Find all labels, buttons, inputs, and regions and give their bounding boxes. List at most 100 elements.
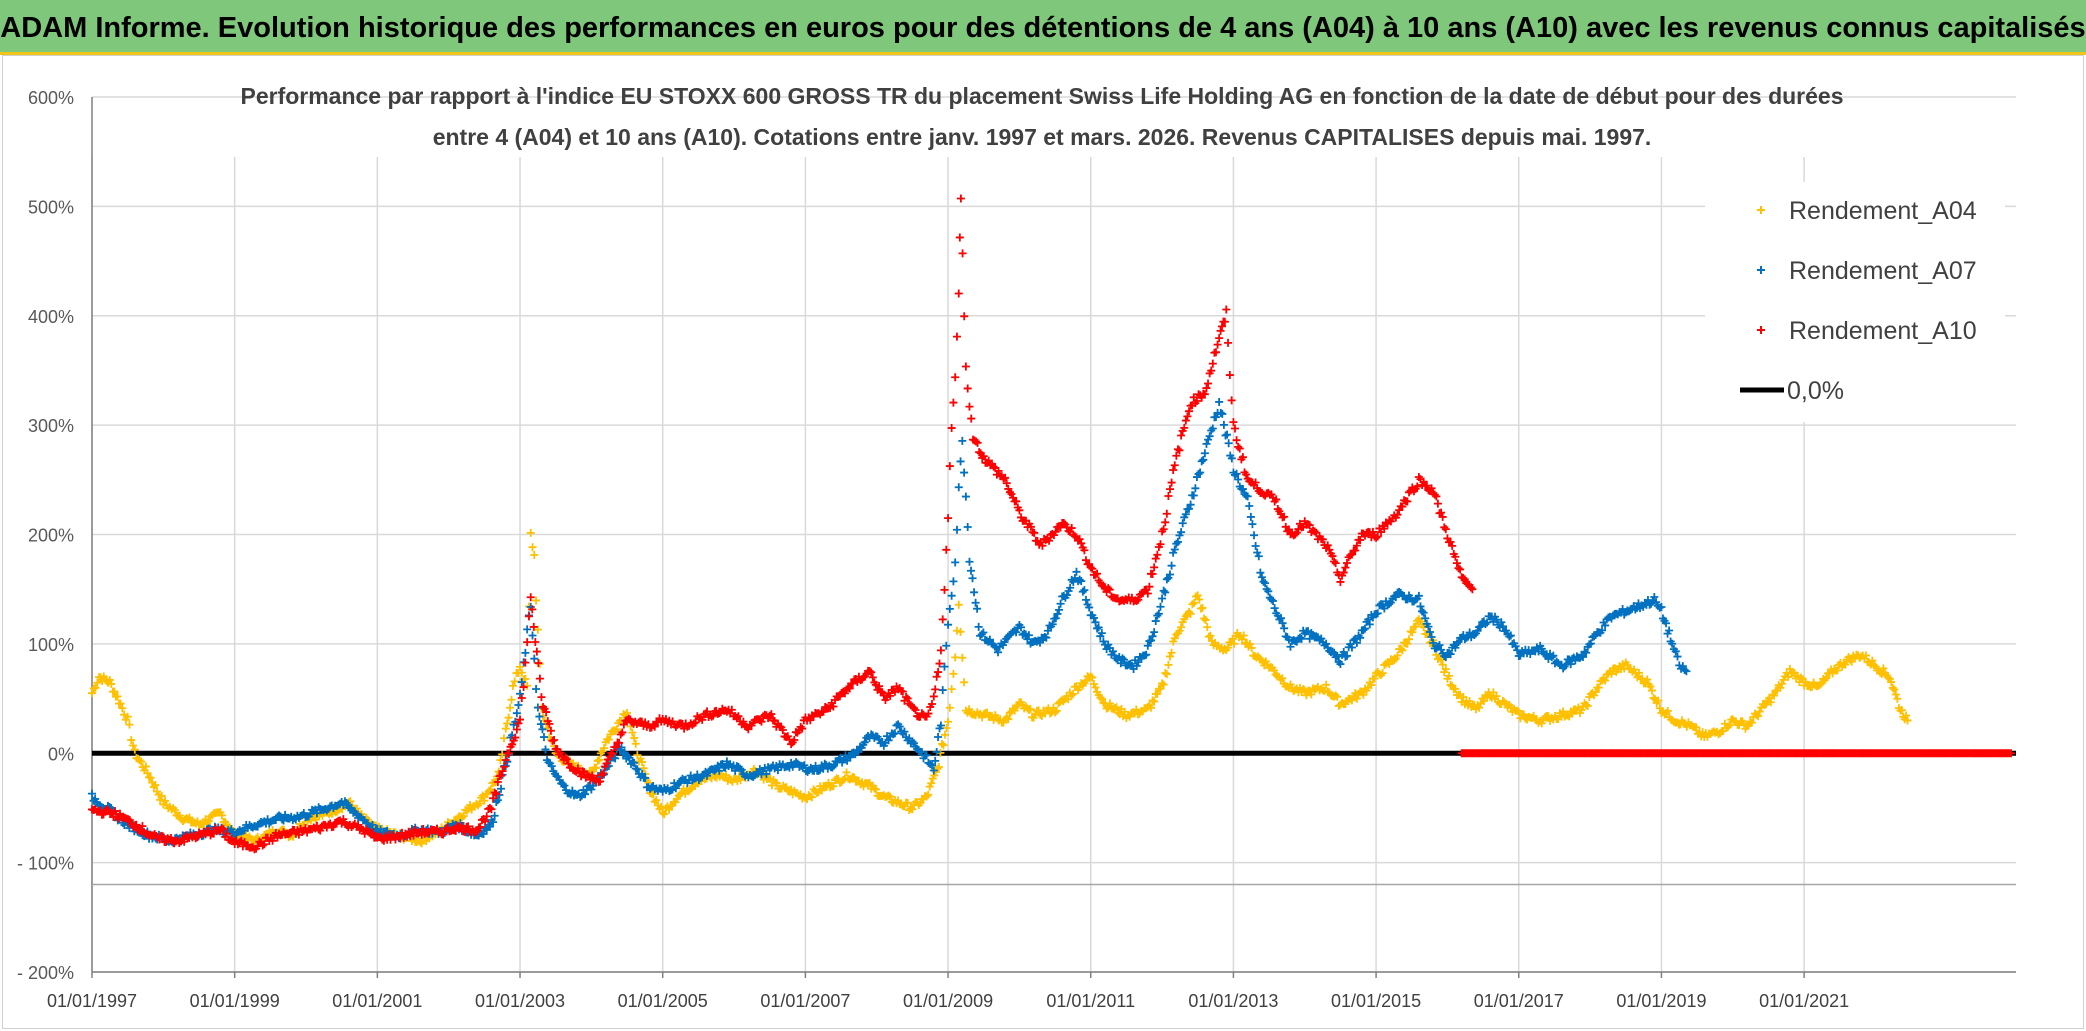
data-point — [922, 751, 931, 760]
data-point — [1261, 579, 1270, 588]
data-point — [1251, 542, 1260, 551]
data-point — [1173, 445, 1182, 454]
data-point — [936, 646, 945, 655]
data-point — [538, 725, 547, 734]
y-tick-label: 300% — [28, 416, 74, 436]
data-point — [1386, 598, 1395, 607]
report-banner-title: ADAM Informe. Evolution historique des p… — [0, 12, 2086, 44]
data-point — [1148, 696, 1157, 705]
data-point — [1276, 675, 1285, 684]
data-point — [631, 739, 640, 748]
data-point — [1177, 623, 1186, 632]
data-point — [124, 815, 133, 824]
data-point — [1001, 473, 1010, 482]
data-point — [593, 756, 602, 765]
data-point — [191, 834, 200, 843]
data-point — [903, 694, 912, 703]
data-point — [1762, 700, 1771, 709]
x-tick-label: 01/01/2001 — [332, 991, 422, 1011]
data-point — [1048, 620, 1057, 629]
data-point — [1161, 518, 1170, 527]
data-point — [1893, 694, 1902, 703]
data-point — [137, 757, 146, 766]
data-point — [91, 794, 100, 803]
data-point — [1891, 690, 1900, 699]
data-point — [541, 745, 550, 754]
data-point — [510, 677, 519, 686]
data-point — [1665, 626, 1674, 635]
data-point — [1549, 651, 1558, 660]
data-point — [814, 766, 823, 775]
data-point — [807, 793, 816, 802]
data-point — [1264, 587, 1273, 596]
data-point — [489, 794, 498, 803]
data-point — [886, 792, 895, 801]
data-point — [1333, 652, 1342, 661]
chart-title-line-1: Performance par rapport à l'indice EU ST… — [240, 83, 1843, 109]
legend: Rendement_A04 Rendement_A07 Rendement_A10 0… — [1705, 182, 2005, 422]
data-point — [91, 683, 100, 692]
data-point — [532, 647, 541, 656]
data-point — [529, 622, 538, 631]
data-point — [1356, 633, 1365, 642]
data-point — [1598, 626, 1606, 635]
data-point — [1016, 623, 1025, 632]
data-point — [1396, 644, 1405, 653]
data-point — [546, 726, 555, 735]
data-point — [1045, 536, 1054, 545]
data-point — [1167, 648, 1176, 657]
legend-background — [1705, 182, 2005, 422]
data-point — [493, 796, 502, 805]
data-point — [458, 813, 467, 822]
data-point — [1093, 569, 1102, 578]
data-point — [778, 726, 787, 735]
data-point — [416, 838, 425, 847]
data-point — [618, 728, 627, 737]
data-point — [1452, 639, 1461, 648]
data-point — [536, 720, 545, 729]
data-point — [940, 662, 949, 671]
data-point — [268, 836, 277, 845]
data-point — [1445, 671, 1454, 680]
data-point — [939, 741, 948, 750]
data-point — [960, 468, 969, 477]
data-point — [1418, 607, 1427, 616]
data-point — [1216, 326, 1225, 335]
data-point — [1085, 603, 1094, 612]
data-point — [1125, 712, 1134, 721]
data-point — [1634, 668, 1643, 677]
data-point — [1427, 633, 1436, 642]
data-point — [1191, 484, 1200, 493]
data-point — [1153, 689, 1162, 698]
data-point — [1216, 408, 1225, 417]
data-point — [260, 840, 269, 849]
data-point — [658, 808, 667, 817]
data-point — [530, 654, 539, 663]
data-point — [1291, 530, 1300, 539]
data-point — [934, 733, 943, 742]
data-point — [498, 750, 507, 759]
data-point — [1796, 673, 1805, 682]
data-point — [619, 749, 628, 758]
data-point — [1578, 652, 1587, 661]
data-point — [1093, 624, 1102, 633]
data-point — [1159, 525, 1168, 534]
data-point — [620, 748, 629, 757]
data-point — [934, 762, 943, 771]
data-point — [1156, 602, 1165, 611]
data-point — [956, 627, 965, 636]
data-point — [630, 758, 639, 767]
x-tick-label: 01/01/2003 — [475, 991, 565, 1011]
data-point — [1250, 531, 1259, 540]
data-point — [1330, 557, 1339, 566]
data-point — [737, 765, 746, 774]
data-point — [1325, 545, 1334, 554]
data-point — [1755, 707, 1764, 716]
data-point — [1446, 680, 1455, 689]
data-point — [312, 809, 321, 818]
data-point — [1887, 678, 1896, 687]
data-point — [1519, 710, 1528, 719]
data-point — [942, 724, 951, 733]
data-point — [1077, 539, 1086, 548]
data-point — [1105, 585, 1114, 594]
